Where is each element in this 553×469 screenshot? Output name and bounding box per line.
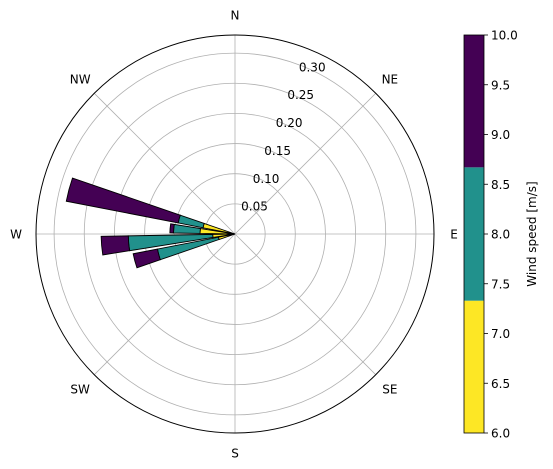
- polar-grid: [36, 35, 434, 433]
- colorbar-tick-label: 8.5: [491, 178, 510, 192]
- angular-gridline: [94, 233, 236, 375]
- radial-tick-label: 0.10: [253, 172, 280, 186]
- wind-sector-bar: [169, 223, 175, 234]
- colorbar-tick-label: 6.5: [491, 377, 510, 391]
- wind-sector-bar: [65, 177, 181, 224]
- colorbar-tick-label: 7.5: [491, 277, 510, 291]
- polar-frame: [35, 34, 435, 434]
- radial-tick-label: 0.05: [241, 200, 268, 214]
- direction-label: SW: [70, 382, 90, 396]
- colorbar-bin: [464, 167, 484, 301]
- direction-label: NE: [382, 73, 399, 87]
- colorbar-tick-label: 9.5: [491, 78, 510, 92]
- wind-sector-bar: [100, 235, 131, 256]
- axis-labels: N NE E SE S SW W NW 0.05 0.10 0.15 0.20 0.25 0.30: [10, 9, 458, 461]
- colorbar: 6.0 6.5 7.0 7.5 8.0 8.5 9.0 9.5 10.0: [463, 29, 518, 441]
- colorbar-label: Wind speed [m/s]: [525, 181, 539, 286]
- radial-tick-label: 0.25: [287, 88, 314, 102]
- colorbar-tick-label: 6.0: [491, 427, 510, 441]
- angular-gridline: [234, 233, 376, 375]
- angular-gridline: [234, 93, 376, 235]
- direction-label: E: [450, 228, 458, 242]
- direction-label: S: [231, 447, 239, 461]
- radial-tick-label: 0.30: [299, 60, 326, 74]
- radial-tick-label: 0.15: [264, 144, 291, 158]
- colorbar-tick-label: 9.0: [491, 128, 510, 142]
- direction-label: N: [231, 9, 240, 23]
- wind-sector-bar: [132, 248, 161, 269]
- colorbar-tick-label: 7.0: [491, 327, 510, 341]
- direction-label: W: [10, 228, 22, 242]
- direction-label: NW: [70, 73, 91, 87]
- direction-label: SE: [382, 382, 397, 396]
- colorbar-tick-label: 10.0: [491, 29, 518, 43]
- wind-sectors: [65, 177, 236, 269]
- colorbar-bin: [464, 300, 484, 433]
- radial-tick-label: 0.20: [276, 116, 303, 130]
- colorbar-bin: [464, 35, 484, 168]
- colorbar-tick-label: 8.0: [491, 228, 510, 242]
- angular-gridline: [94, 93, 236, 235]
